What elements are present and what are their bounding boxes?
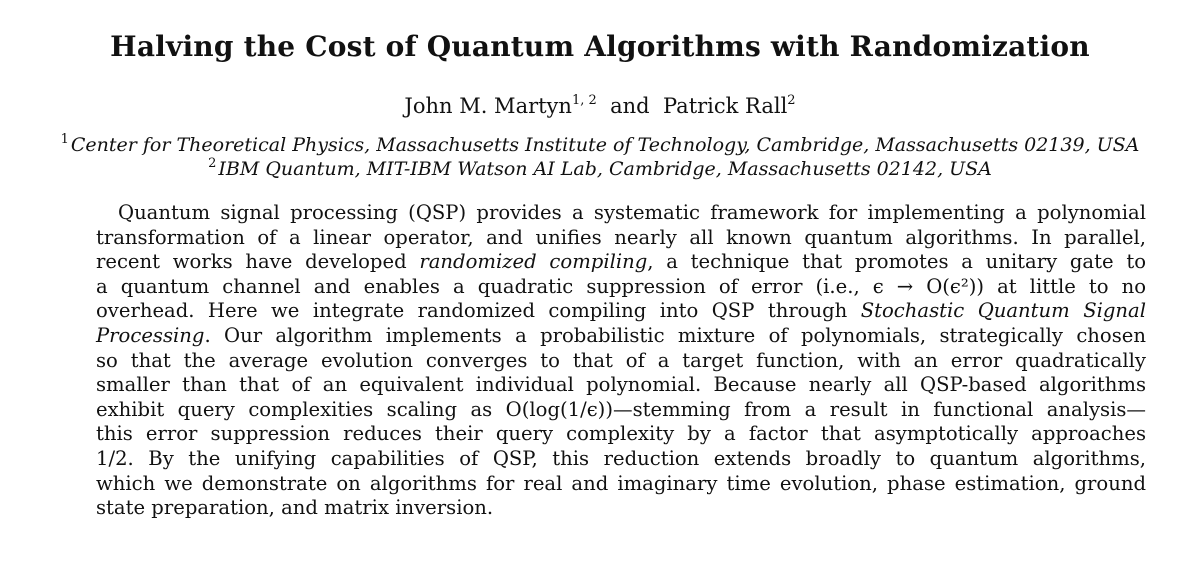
emphasized-term: randomized compiling (419, 250, 648, 274)
author-conjunction: and (610, 94, 650, 118)
author-name: John M. Martyn (404, 94, 572, 118)
abstract-line: so that the average evolution converges … (96, 348, 1146, 372)
affiliation-mark: 2 (208, 156, 217, 171)
author-affiliation-mark: 2 (787, 93, 796, 108)
abstract-text: overhead. Here we integrate randomized c… (96, 299, 848, 323)
abstract-line: overhead. Here we integrate randomized c… (96, 299, 1146, 324)
affiliation-text: IBM Quantum, MIT-IBM Watson AI Lab, Camb… (218, 158, 992, 180)
author-list: John M. Martyn1, 2 and Patrick Rall2 (0, 94, 1200, 118)
emphasized-term: Processing (96, 323, 205, 347)
abstract-line: transformation of a linear operator, and… (96, 225, 1146, 249)
abstract-line: 1/2. By the unifying capabilities of QSP… (96, 446, 1146, 470)
abstract-text: recent works have developed (96, 250, 407, 274)
affiliation-2: 2 IBM Quantum, MIT-IBM Watson AI Lab, Cam… (0, 156, 1200, 180)
abstract-line: smaller than that of an equivalent indiv… (96, 373, 1146, 397)
abstract-text: . Our algorithm implements a probabilist… (204, 323, 1146, 347)
abstract-line: which we demonstrate on algorithms for r… (96, 471, 1146, 495)
author-name: Patrick Rall (662, 94, 788, 118)
author-affiliation-mark: 1, 2 (571, 93, 597, 108)
abstract-text: , a technique that promotes a unitary ga… (647, 250, 1146, 274)
paper-title: Halving the Cost of Quantum Algorithms w… (110, 30, 1090, 63)
abstract-line: Quantum signal processing (QSP) provides… (118, 201, 1146, 224)
abstract-line: recent works have developed randomized c… (96, 250, 1146, 275)
abstract-line: Processing. Our algorithm implements a p… (96, 324, 1146, 349)
abstract-line: a quantum channel and enables a quadrati… (96, 274, 1146, 298)
abstract-line: exhibit query complexities scaling as O(… (96, 397, 1146, 421)
abstract-line: state preparation, and matrix inversion. (96, 496, 494, 520)
affiliation-text: Center for Theoretical Physics, Massachu… (70, 134, 1140, 156)
affiliation-mark: 1 (60, 132, 69, 147)
affiliation-1: 1 Center for Theoretical Physics, Massach… (0, 132, 1200, 156)
abstract: Quantum signal processing (QSP) provides… (96, 201, 1146, 521)
emphasized-term: Stochastic Quantum Signal (860, 299, 1146, 323)
abstract-line: this error suppression reduces their que… (96, 422, 1146, 446)
